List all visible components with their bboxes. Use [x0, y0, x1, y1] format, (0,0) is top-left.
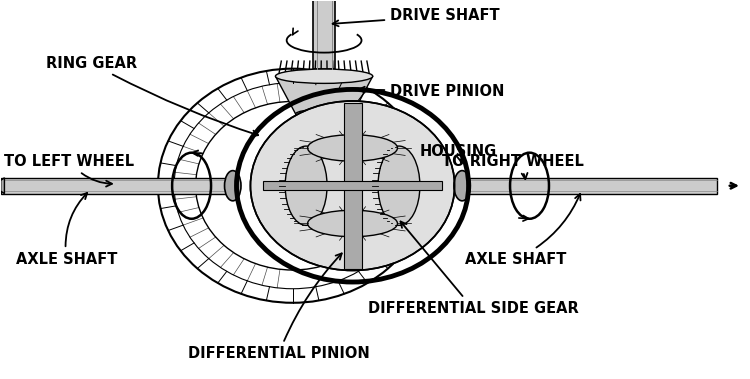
- Polygon shape: [1, 178, 4, 194]
- Ellipse shape: [454, 171, 470, 201]
- Bar: [1, 178, 232, 194]
- Polygon shape: [275, 76, 373, 114]
- Ellipse shape: [224, 171, 241, 201]
- Text: TO RIGHT WHEEL: TO RIGHT WHEEL: [442, 153, 584, 179]
- Ellipse shape: [296, 109, 352, 119]
- Bar: [313, 0, 335, 69]
- Text: DIFFERENTIAL PINION: DIFFERENTIAL PINION: [188, 254, 370, 361]
- Text: AXLE SHAFT: AXLE SHAFT: [16, 193, 117, 267]
- Ellipse shape: [275, 69, 373, 83]
- Bar: [462, 178, 717, 194]
- Text: RING GEAR: RING GEAR: [46, 55, 258, 136]
- Text: DIFFERENTIAL SIDE GEAR: DIFFERENTIAL SIDE GEAR: [368, 221, 578, 316]
- Text: TO LEFT WHEEL: TO LEFT WHEEL: [4, 153, 134, 186]
- Ellipse shape: [308, 210, 398, 237]
- Text: DRIVE SHAFT: DRIVE SHAFT: [332, 8, 500, 26]
- Bar: [344, 103, 362, 269]
- Text: AXLE SHAFT: AXLE SHAFT: [465, 194, 580, 267]
- Ellipse shape: [308, 135, 398, 161]
- Ellipse shape: [285, 146, 327, 226]
- Ellipse shape: [251, 101, 454, 271]
- Bar: [262, 181, 442, 190]
- Text: HOUSING: HOUSING: [420, 144, 497, 162]
- Ellipse shape: [378, 146, 420, 226]
- Text: DRIVE PINION: DRIVE PINION: [358, 84, 504, 99]
